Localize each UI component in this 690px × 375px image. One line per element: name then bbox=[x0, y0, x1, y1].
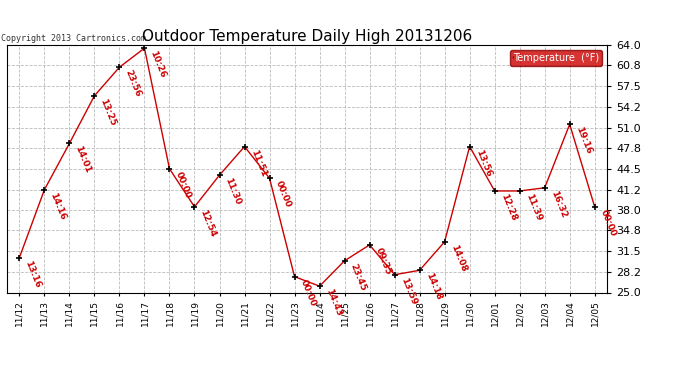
Point bbox=[139, 45, 150, 51]
Text: 14:01: 14:01 bbox=[74, 145, 92, 175]
Point bbox=[289, 274, 300, 280]
Point bbox=[239, 144, 250, 150]
Text: 23:45: 23:45 bbox=[348, 262, 368, 292]
Text: 11:51: 11:51 bbox=[248, 148, 268, 178]
Text: 23:56: 23:56 bbox=[124, 69, 143, 99]
Point bbox=[489, 188, 500, 194]
Text: 09:35: 09:35 bbox=[374, 246, 393, 276]
Point bbox=[464, 144, 475, 150]
Legend: Temperature  (°F): Temperature (°F) bbox=[511, 50, 602, 66]
Text: 12:54: 12:54 bbox=[199, 208, 218, 238]
Text: 14:08: 14:08 bbox=[448, 243, 468, 273]
Text: 14:16: 14:16 bbox=[48, 191, 68, 221]
Point bbox=[89, 93, 100, 99]
Title: Outdoor Temperature Daily High 20131206: Outdoor Temperature Daily High 20131206 bbox=[142, 29, 472, 44]
Point bbox=[264, 175, 275, 181]
Text: 14:18: 14:18 bbox=[424, 272, 443, 302]
Point bbox=[114, 64, 125, 70]
Text: 14:43: 14:43 bbox=[324, 288, 343, 318]
Point bbox=[439, 239, 450, 245]
Point bbox=[564, 122, 575, 128]
Text: 16:32: 16:32 bbox=[549, 189, 568, 219]
Point bbox=[164, 166, 175, 172]
Text: 12:28: 12:28 bbox=[499, 192, 518, 222]
Text: 10:26: 10:26 bbox=[148, 50, 168, 80]
Point bbox=[214, 172, 225, 178]
Text: 00:00: 00:00 bbox=[299, 278, 317, 308]
Text: 11:30: 11:30 bbox=[224, 177, 243, 206]
Text: 13:25: 13:25 bbox=[99, 97, 118, 127]
Text: 13:59: 13:59 bbox=[399, 276, 418, 306]
Text: 00:00: 00:00 bbox=[174, 170, 193, 200]
Point bbox=[189, 204, 200, 210]
Point bbox=[64, 140, 75, 146]
Point bbox=[414, 267, 425, 273]
Point bbox=[314, 283, 325, 289]
Point bbox=[514, 188, 525, 194]
Text: 00:00: 00:00 bbox=[599, 208, 618, 238]
Text: 11:39: 11:39 bbox=[524, 192, 543, 222]
Text: Copyright 2013 Cartronics.com: Copyright 2013 Cartronics.com bbox=[1, 33, 146, 42]
Text: 13:56: 13:56 bbox=[474, 148, 493, 178]
Point bbox=[364, 242, 375, 248]
Text: 13:16: 13:16 bbox=[23, 259, 43, 289]
Text: 19:16: 19:16 bbox=[574, 126, 593, 156]
Text: 00:00: 00:00 bbox=[274, 180, 293, 209]
Point bbox=[589, 204, 600, 210]
Point bbox=[539, 185, 550, 191]
Point bbox=[389, 272, 400, 278]
Point bbox=[339, 258, 350, 264]
Point bbox=[14, 255, 25, 261]
Point bbox=[39, 187, 50, 193]
